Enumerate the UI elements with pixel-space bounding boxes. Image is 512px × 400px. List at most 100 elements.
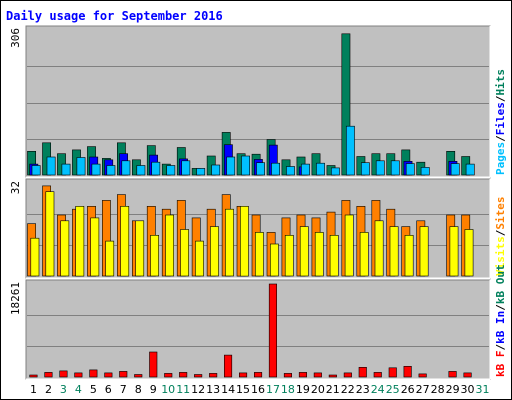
day-label-27: 27 [416, 383, 430, 396]
bar-pages-day-6 [106, 165, 116, 176]
day-label-10: 10 [161, 383, 175, 396]
bar-visits-day-7 [120, 206, 130, 277]
bar-pages-day-10 [166, 165, 176, 176]
bar-visits-day-18 [284, 235, 294, 277]
bar-visits-day-27 [419, 226, 429, 277]
bar-pages-day-22 [345, 125, 355, 176]
bar-pages-day-20 [316, 162, 325, 176]
bar-pages-day-19 [301, 163, 310, 176]
bar-kb-f-day-21 [328, 374, 337, 378]
bar-kb-f-day-22 [343, 372, 352, 378]
bar-visits-day-6 [105, 240, 115, 277]
panel-legend: kB F/kB In/kB Out [494, 264, 507, 377]
bar-visits-day-19 [299, 226, 309, 277]
day-label-1: 1 [30, 383, 37, 396]
bar-visits-day-22 [344, 214, 354, 277]
bar-kb-f-day-15 [239, 372, 248, 378]
day-label-9: 9 [150, 383, 157, 396]
legend-item-files: Files [494, 102, 507, 135]
day-label-26: 26 [401, 383, 415, 396]
bar-pages-day-16 [256, 162, 265, 176]
bar-visits-day-13 [210, 226, 219, 277]
day-label-16: 16 [251, 383, 265, 396]
bar-kb-f-day-30 [463, 372, 472, 378]
day-label-11: 11 [176, 383, 190, 396]
legend-item-kb-in: kB In [494, 311, 507, 344]
bar-pages-day-13 [211, 164, 221, 176]
panel-background [25, 279, 491, 380]
day-label-6: 6 [105, 383, 112, 396]
day-label-4: 4 [75, 383, 82, 396]
legend-separator: / [494, 135, 507, 142]
day-label-29: 29 [446, 383, 460, 396]
bar-visits-day-10 [165, 214, 174, 277]
day-label-30: 30 [461, 383, 475, 396]
day-label-3: 3 [60, 383, 67, 396]
bar-pages-day-25 [390, 160, 400, 176]
day-label-31: 31 [476, 383, 490, 396]
day-labels: 1 2 3 4 5 6 7 8 9 10 11 12 13 14 15 16 17 18 19 20 21 22 23 24 2… [30, 383, 490, 396]
bar-kb-f-day-19 [298, 372, 308, 378]
bar-kb-f-day-27 [418, 373, 427, 378]
bar-pages-day-26 [405, 163, 415, 176]
bar-kb-f-day-23 [358, 366, 367, 378]
bar-pages-day-14 [226, 156, 236, 176]
panel-max-label: 18261 [9, 282, 22, 315]
bar-kb-f-day-25 [388, 367, 397, 378]
legend-separator: / [494, 304, 507, 311]
day-label-25: 25 [386, 383, 400, 396]
day-label-22: 22 [341, 383, 355, 396]
bar-kb-f-day-12 [194, 374, 203, 378]
bar-kb-f-day-8 [134, 374, 143, 378]
legend-item-visits: Visits [494, 236, 507, 276]
bar-pages-day-1 [31, 165, 41, 176]
bar-pages-day-4 [76, 157, 86, 176]
bar-pages-day-8 [136, 165, 146, 176]
day-label-18: 18 [281, 383, 295, 396]
day-label-21: 21 [326, 383, 340, 396]
day-label-13: 13 [206, 383, 220, 396]
bar-visits-day-2 [45, 191, 55, 277]
bar-pages-day-24 [375, 160, 385, 176]
bar-pages-day-29 [450, 163, 460, 176]
bar-pages-day-7 [121, 160, 131, 176]
bar-pages-day-30 [465, 163, 475, 176]
bar-visits-day-12 [195, 240, 204, 277]
bar-kb-f-day-11 [179, 372, 188, 378]
legend-item-hits: Hits [494, 69, 507, 96]
bar-visits-day-5 [90, 217, 100, 277]
day-label-24: 24 [371, 383, 385, 396]
bar-visits-day-26 [404, 235, 414, 277]
bar-visits-day-24 [374, 220, 384, 277]
legend-item-kb-f: kB F [494, 351, 507, 378]
bar-visits-day-17 [269, 243, 279, 277]
legend-item-pages: Pages [494, 142, 507, 175]
day-label-20: 20 [311, 383, 325, 396]
bar-pages-day-2 [46, 156, 56, 176]
bar-pages-day-5 [91, 163, 101, 176]
panel-legend-text: Visits/Sites [494, 197, 507, 277]
day-label-23: 23 [356, 383, 370, 396]
bar-visits-day-16 [255, 232, 264, 277]
bar-kb-f-day-14 [224, 354, 233, 378]
bar-pages-day-11 [181, 160, 191, 176]
panel-legend: Pages/Files/Hits [494, 69, 507, 175]
day-label-15: 15 [236, 383, 250, 396]
day-label-2: 2 [45, 383, 52, 396]
bar-visits-day-25 [389, 226, 399, 277]
legend-separator: / [494, 95, 507, 102]
bar-kb-f-day-16 [254, 372, 263, 378]
bar-visits-day-30 [464, 229, 474, 277]
bar-pages-day-3 [61, 163, 71, 176]
day-label-8: 8 [135, 383, 142, 396]
bar-hits-day-22 [341, 33, 351, 176]
panel-legend: Visits/Sites [494, 197, 507, 277]
bar-kb-f-day-10 [164, 373, 173, 378]
bar-visits-day-14 [225, 208, 234, 277]
bar-visits-day-8 [135, 220, 145, 277]
bar-visits-day-20 [314, 232, 324, 277]
